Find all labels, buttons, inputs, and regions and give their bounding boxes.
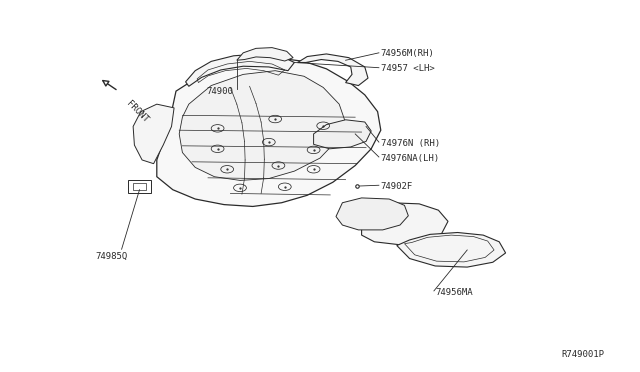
- Text: 74900: 74900: [207, 87, 234, 96]
- Text: 74956MA: 74956MA: [435, 288, 473, 296]
- Polygon shape: [157, 58, 381, 206]
- Text: 74985Q: 74985Q: [96, 252, 128, 261]
- Polygon shape: [179, 71, 346, 180]
- Polygon shape: [298, 54, 368, 86]
- Polygon shape: [186, 54, 294, 86]
- Text: 74976N (RH): 74976N (RH): [381, 139, 440, 148]
- Polygon shape: [362, 203, 448, 245]
- Text: 74902F: 74902F: [381, 182, 413, 190]
- Polygon shape: [314, 120, 371, 149]
- Polygon shape: [336, 198, 408, 230]
- Text: 74956M(RH): 74956M(RH): [381, 49, 435, 58]
- Text: 74976NA(LH): 74976NA(LH): [381, 154, 440, 163]
- Text: R749001P: R749001P: [562, 350, 605, 359]
- Polygon shape: [237, 48, 293, 61]
- Text: 74957 <LH>: 74957 <LH>: [381, 64, 435, 73]
- Polygon shape: [397, 232, 506, 267]
- Polygon shape: [133, 104, 174, 164]
- Text: FRONT: FRONT: [125, 99, 150, 124]
